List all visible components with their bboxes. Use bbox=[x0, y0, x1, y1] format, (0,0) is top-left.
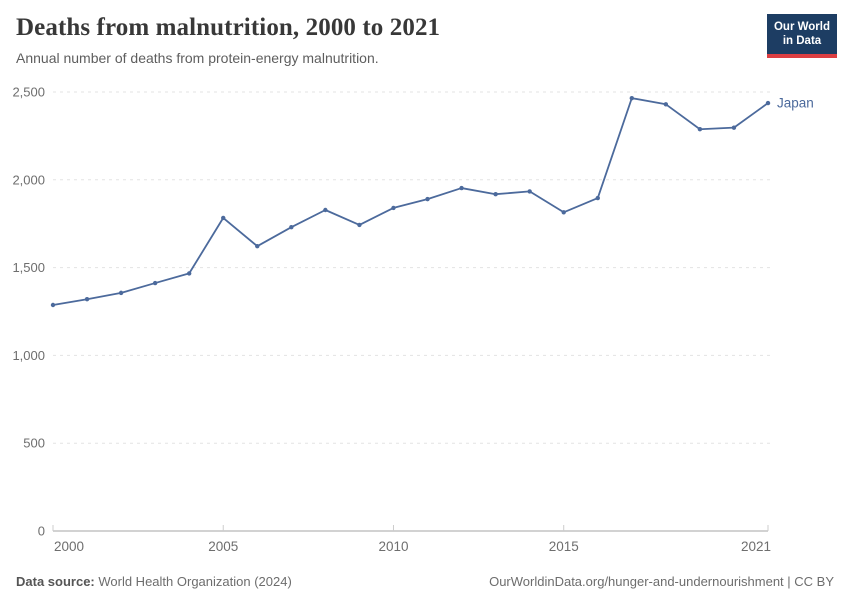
data-source-label: Data source: bbox=[16, 574, 95, 589]
owid-logo-line1: Our World bbox=[773, 21, 830, 33]
data-point-marker[interactable] bbox=[221, 215, 226, 221]
y-axis-tick-label: 1,500 bbox=[12, 260, 45, 275]
data-point-marker[interactable] bbox=[255, 243, 260, 249]
page-title: Deaths from malnutrition, 2000 to 2021 bbox=[16, 14, 441, 41]
data-point-marker[interactable] bbox=[595, 195, 600, 201]
data-point-marker[interactable] bbox=[323, 207, 328, 213]
series-line-japan[interactable] bbox=[52, 97, 769, 306]
data-point-marker[interactable] bbox=[186, 271, 192, 276]
data-point-marker[interactable] bbox=[459, 185, 464, 191]
owid-logo-line2: in Data bbox=[782, 35, 822, 48]
page-subtitle: Annual number of deaths from protein-ene… bbox=[16, 50, 379, 66]
data-point-marker[interactable] bbox=[765, 100, 771, 106]
data-point-marker[interactable] bbox=[527, 189, 532, 194]
y-axis-tick-label: 500 bbox=[23, 436, 45, 451]
y-axis-tick-label: 0 bbox=[38, 524, 45, 539]
data-point-marker[interactable] bbox=[289, 225, 294, 230]
data-point-marker[interactable] bbox=[357, 222, 362, 228]
data-point-marker[interactable] bbox=[629, 95, 635, 101]
chart-footer: Data source: World Health Organization (… bbox=[16, 574, 834, 589]
y-axis-tick-label: 2,500 bbox=[12, 85, 45, 100]
data-point-marker[interactable] bbox=[152, 280, 158, 286]
data-point-marker[interactable] bbox=[561, 210, 566, 215]
owid-logo[interactable]: Our World in Data bbox=[767, 14, 837, 58]
credit-link[interactable]: OurWorldinData.org/hunger-and-undernouri… bbox=[489, 574, 834, 589]
data-source-value: World Health Organization (2024) bbox=[94, 574, 292, 589]
data-source-note: Data source: World Health Organization (… bbox=[16, 574, 292, 589]
data-point-marker[interactable] bbox=[84, 297, 90, 302]
data-point-marker[interactable] bbox=[731, 125, 737, 130]
x-axis-tick-label: 2015 bbox=[549, 539, 579, 554]
x-axis-tick-label: 2021 bbox=[741, 539, 771, 554]
owid-logo-redbar bbox=[767, 53, 837, 58]
x-axis-tick-label: 2000 bbox=[54, 539, 84, 554]
data-point-marker[interactable] bbox=[50, 302, 56, 308]
data-point-marker[interactable] bbox=[118, 290, 124, 296]
x-axis-tick-label: 2010 bbox=[378, 539, 408, 554]
x-axis-tick-label: 2005 bbox=[208, 539, 238, 554]
data-point-marker[interactable] bbox=[391, 205, 396, 211]
y-axis-tick-label: 1,000 bbox=[12, 348, 45, 363]
data-point-marker[interactable] bbox=[663, 102, 669, 107]
y-axis-tick-label: 2,000 bbox=[12, 172, 45, 187]
data-point-marker[interactable] bbox=[493, 191, 498, 197]
data-point-marker[interactable] bbox=[425, 196, 430, 202]
series-end-label[interactable]: Japan bbox=[777, 96, 814, 111]
data-point-marker[interactable] bbox=[697, 127, 703, 132]
